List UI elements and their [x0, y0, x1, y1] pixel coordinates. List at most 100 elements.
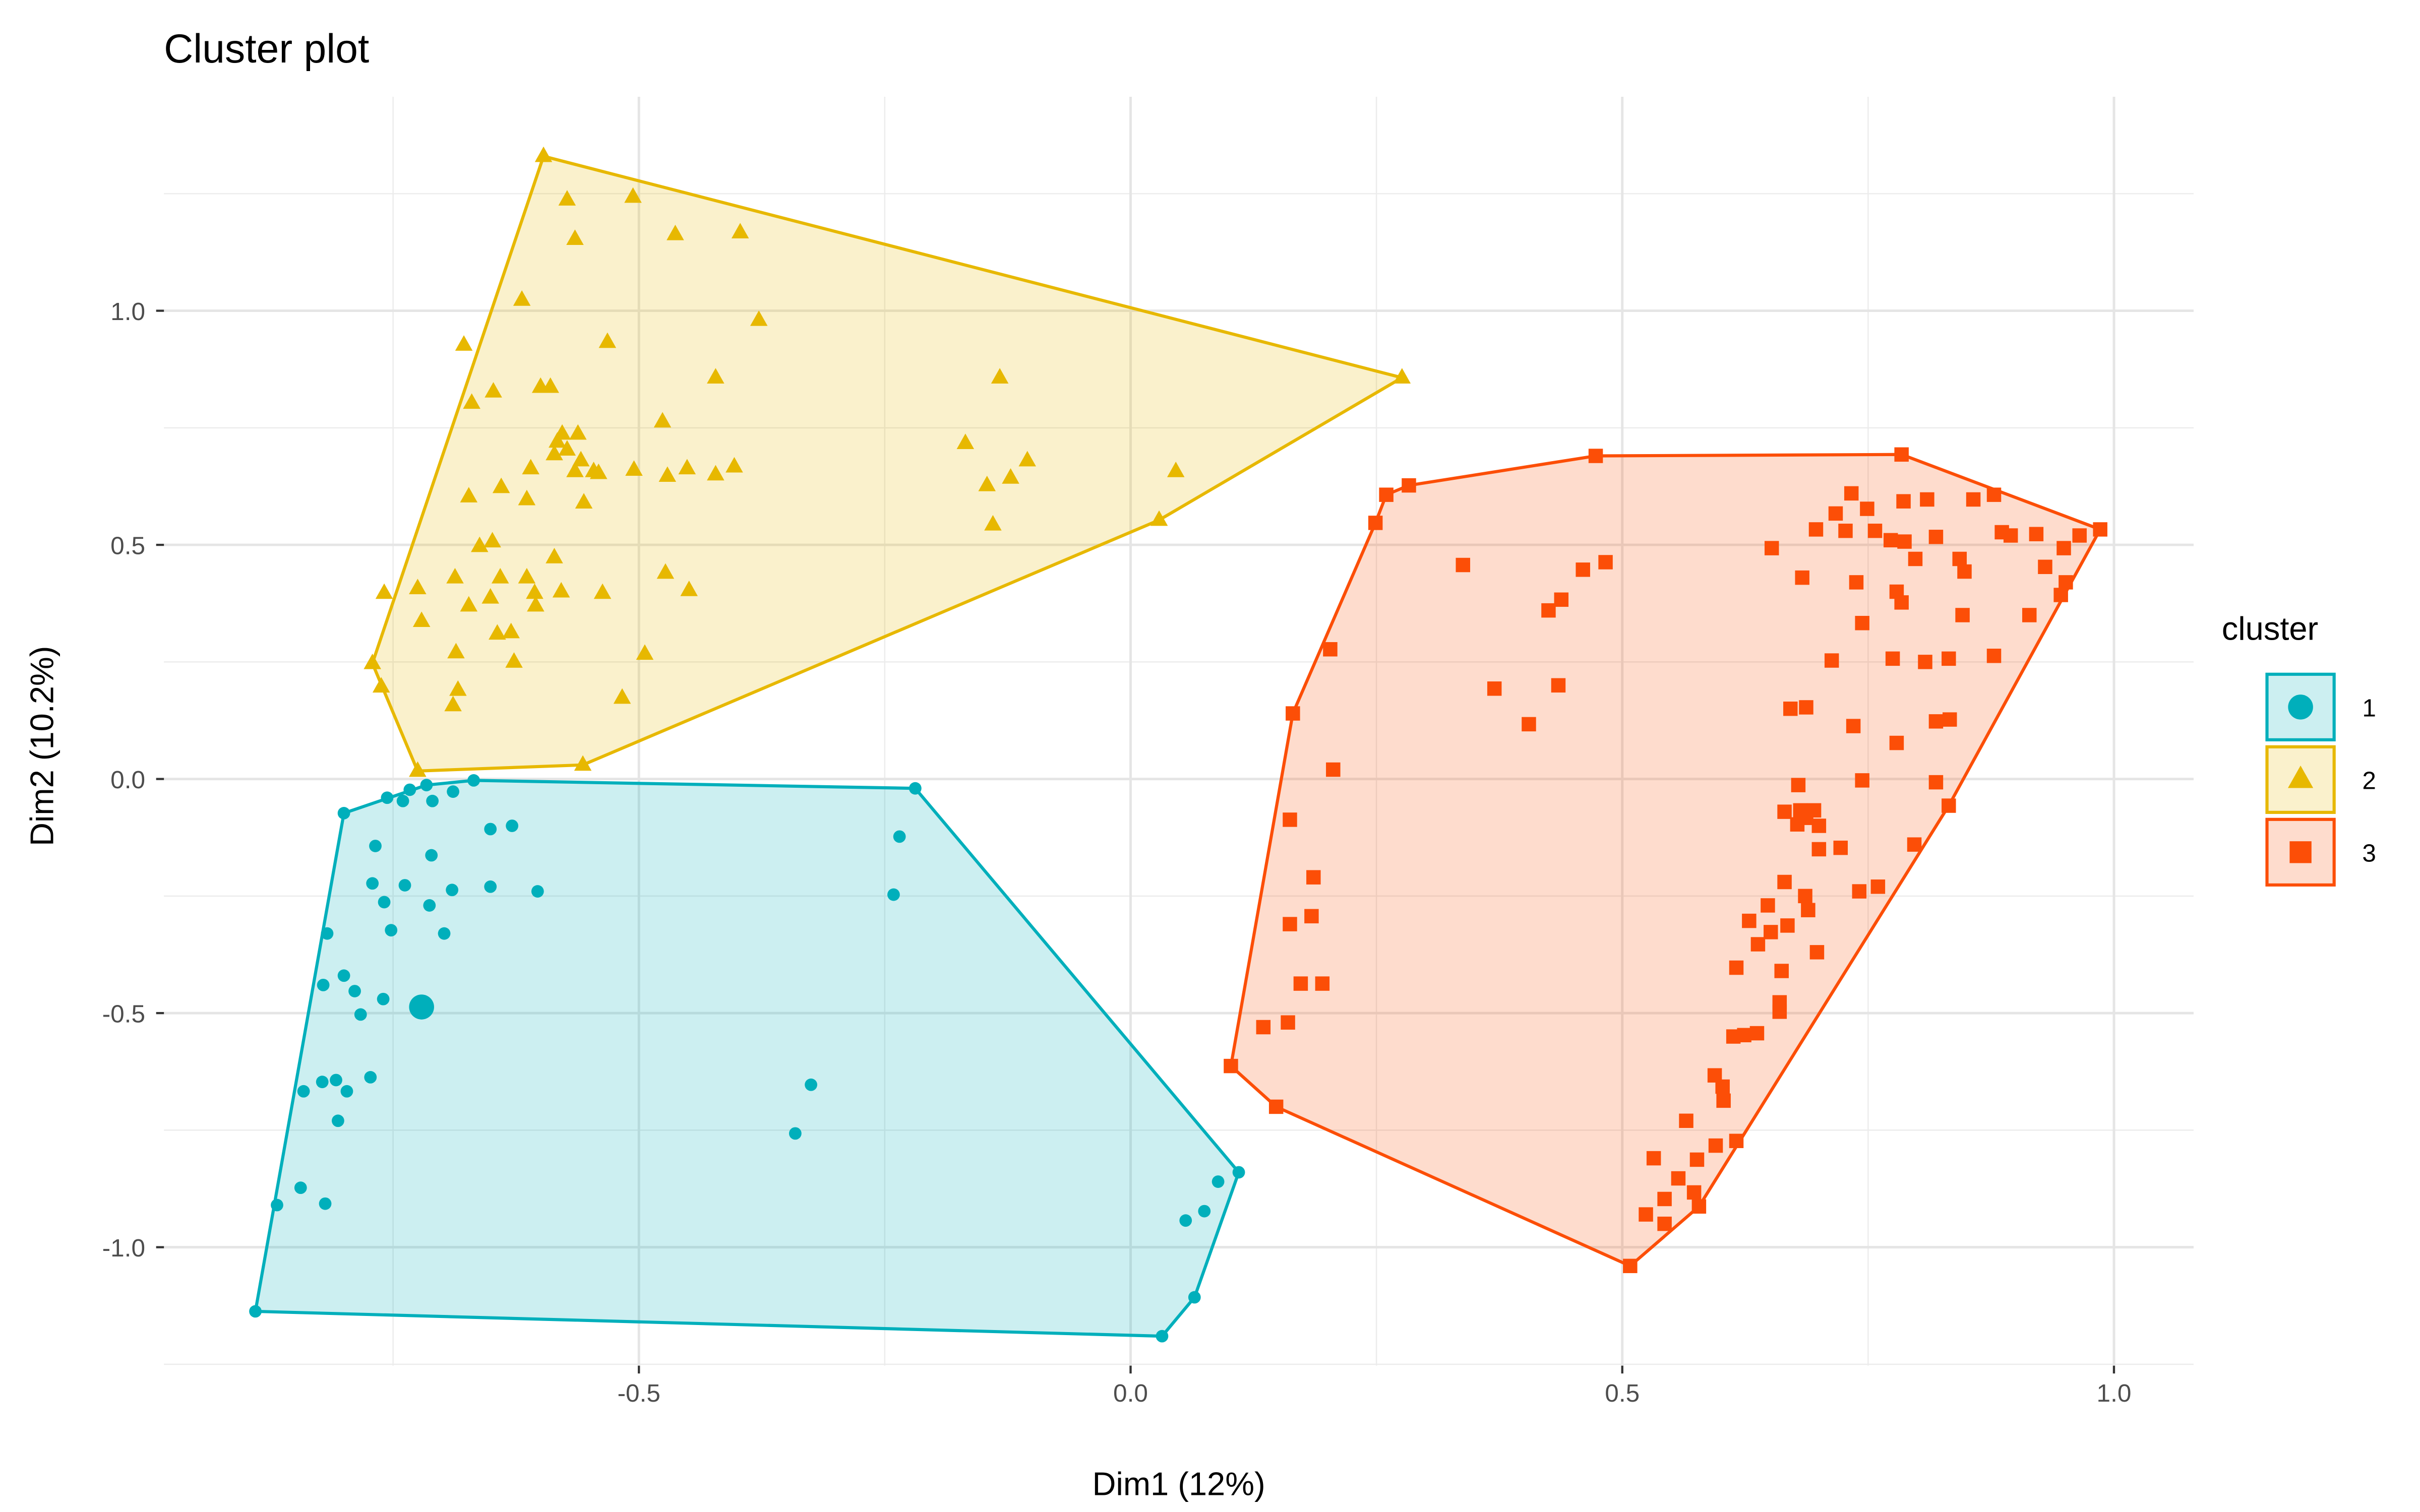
cluster-1-point [909, 782, 922, 795]
cluster-2-point [572, 451, 590, 467]
cluster-1-point [332, 1114, 344, 1127]
cluster-1-point [506, 820, 519, 832]
cluster-3-point [1774, 964, 1789, 978]
cluster-3-point [1844, 486, 1859, 501]
cluster-3-point [1799, 700, 1813, 715]
cluster-3-point [2056, 541, 2071, 555]
cluster-2-point [667, 224, 684, 240]
cluster-2-point [552, 582, 570, 598]
cluster-1-point [403, 783, 416, 796]
cluster-2-point [513, 290, 531, 306]
cluster-3-point [1907, 837, 1922, 852]
cluster-2-point [575, 493, 593, 509]
cluster-3-point [2022, 608, 2037, 622]
cluster-3-point [1855, 773, 1869, 788]
y-tick-label: -1.0 [102, 1234, 145, 1262]
cluster-3-point [1639, 1207, 1653, 1222]
cluster-3-point [1860, 501, 1874, 516]
cluster-2-point [558, 190, 576, 206]
cluster-2-point [541, 377, 559, 393]
cluster-2-point [447, 643, 465, 659]
cluster-2-point [558, 440, 576, 456]
cluster-1-point [484, 880, 497, 893]
cluster-1-point [447, 785, 459, 798]
cluster-3-point [1749, 1026, 1765, 1041]
cluster-1-point [316, 1076, 329, 1089]
legend-symbol [2288, 695, 2313, 720]
cluster-2-point [1018, 451, 1036, 467]
cluster-2-point [491, 568, 509, 584]
cluster-3-point [1742, 913, 1757, 928]
cluster-1-point [484, 823, 497, 836]
cluster-1-center [409, 994, 434, 1020]
cluster-3-point [1268, 1099, 1284, 1114]
cluster-3-point [1689, 1152, 1705, 1167]
cluster-1-point [385, 924, 398, 937]
cluster-1-point [1232, 1166, 1245, 1179]
cluster-3-point [1777, 874, 1792, 890]
cluster-1-point [1212, 1175, 1225, 1188]
cluster-3-point [1986, 487, 2002, 502]
cluster-3-point [1402, 478, 1416, 493]
legend-symbol [2288, 765, 2314, 788]
cluster-2-point [707, 465, 724, 481]
legend-item-3: 3 [2265, 817, 2376, 887]
cluster-3-point [1801, 903, 1816, 917]
cluster-3-point [1896, 494, 1911, 509]
cluster-2-point [449, 680, 467, 696]
cluster-2-point [1002, 468, 1019, 484]
cluster-2-point [527, 596, 544, 612]
cluster-3-point [1918, 655, 1932, 669]
cluster-1-point [531, 885, 544, 898]
cluster-3-point [1957, 564, 1972, 579]
legend-label: 2 [2362, 767, 2376, 794]
cluster-2-point [991, 368, 1009, 384]
cluster-3-point [1855, 615, 1869, 631]
cluster-3-point [1952, 551, 1967, 566]
cluster-3-point [1679, 1113, 1693, 1128]
chart-title: Cluster plot [164, 26, 369, 72]
cluster-1-point [378, 896, 391, 909]
cluster-2-point [593, 583, 612, 599]
cluster-3-point [1811, 842, 1827, 857]
cluster-2-point [978, 475, 996, 491]
cluster-3-point [1315, 976, 1330, 991]
cluster-3-point [1623, 1258, 1638, 1274]
cluster-2-point [653, 412, 672, 428]
cluster-2-point [566, 229, 584, 245]
legend-item-2: 2 [2265, 745, 2376, 814]
cluster-3-point [1456, 557, 1471, 573]
y-tick-label: 1.0 [110, 298, 145, 326]
cluster-3-point [1657, 1216, 1672, 1231]
cluster-3-point [1368, 516, 1383, 530]
cluster-1-point [271, 1199, 283, 1212]
cluster-1-point [321, 927, 334, 940]
cluster-3-point [2059, 575, 2073, 590]
cluster-hulls [253, 154, 2103, 1338]
cluster-2-point [502, 622, 520, 639]
cluster-3-point [1657, 1191, 1672, 1207]
legend: cluster 1 2 3 [2222, 610, 2376, 887]
cluster-3-point [1808, 522, 1824, 537]
cluster-3-point [1780, 918, 1795, 933]
cluster-2-point [1167, 462, 1185, 477]
cluster-3-point [1522, 717, 1536, 732]
cluster-3-point [1671, 1171, 1686, 1186]
cluster-3-point [1795, 570, 1809, 585]
cluster-3-point [2093, 522, 2107, 537]
cluster-3-point [1729, 1133, 1744, 1148]
cluster-3-point [1379, 487, 1394, 502]
cluster-1-point [297, 1085, 310, 1098]
cluster-2-point [678, 459, 696, 475]
cluster-2-point [656, 563, 675, 579]
cluster-3-point [1551, 678, 1566, 693]
cluster-2-point [485, 382, 502, 398]
cluster-1-point [467, 774, 480, 787]
cluster-1-point [381, 791, 394, 804]
cluster-3-point [1729, 960, 1744, 975]
x-tick-label: 1.0 [2097, 1379, 2132, 1407]
cluster-1-point [887, 888, 900, 901]
cluster-2-point [409, 579, 427, 595]
data-points [249, 146, 2107, 1343]
